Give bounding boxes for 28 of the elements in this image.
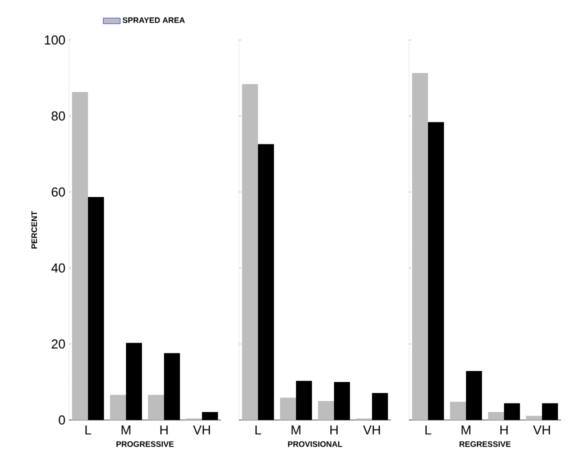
bar bbox=[318, 401, 334, 420]
x-tick-label: H bbox=[330, 426, 338, 434]
bar bbox=[450, 402, 466, 420]
y-tick-label: 40 bbox=[51, 263, 65, 273]
bar bbox=[110, 394, 126, 420]
y-tick-label: 100 bbox=[44, 35, 65, 45]
bar bbox=[526, 416, 542, 420]
x-tick-label: H bbox=[500, 426, 508, 434]
x-tick-label: VH bbox=[533, 426, 550, 434]
x-tick-label: VH bbox=[363, 426, 380, 434]
bar bbox=[72, 92, 88, 420]
x-tick-label: L bbox=[255, 426, 262, 434]
bar bbox=[280, 398, 296, 420]
x-tick-label: L bbox=[425, 426, 432, 434]
bar bbox=[242, 84, 258, 420]
bar bbox=[148, 394, 164, 420]
y-tick-label: 20 bbox=[52, 339, 65, 349]
bar bbox=[488, 412, 504, 420]
bar bbox=[412, 73, 428, 420]
y-tick-label: 80 bbox=[52, 111, 65, 121]
x-tick-label: M bbox=[122, 426, 130, 434]
x-tick-label: M bbox=[462, 426, 470, 434]
x-tick-label: L bbox=[85, 426, 92, 434]
x-tick-label: VH bbox=[193, 426, 210, 434]
x-tick-label: H bbox=[160, 426, 168, 434]
y-tick-label: 60 bbox=[52, 187, 65, 197]
x-tick-label: M bbox=[292, 426, 300, 434]
y-tick-label: 0 bbox=[58, 415, 65, 425]
